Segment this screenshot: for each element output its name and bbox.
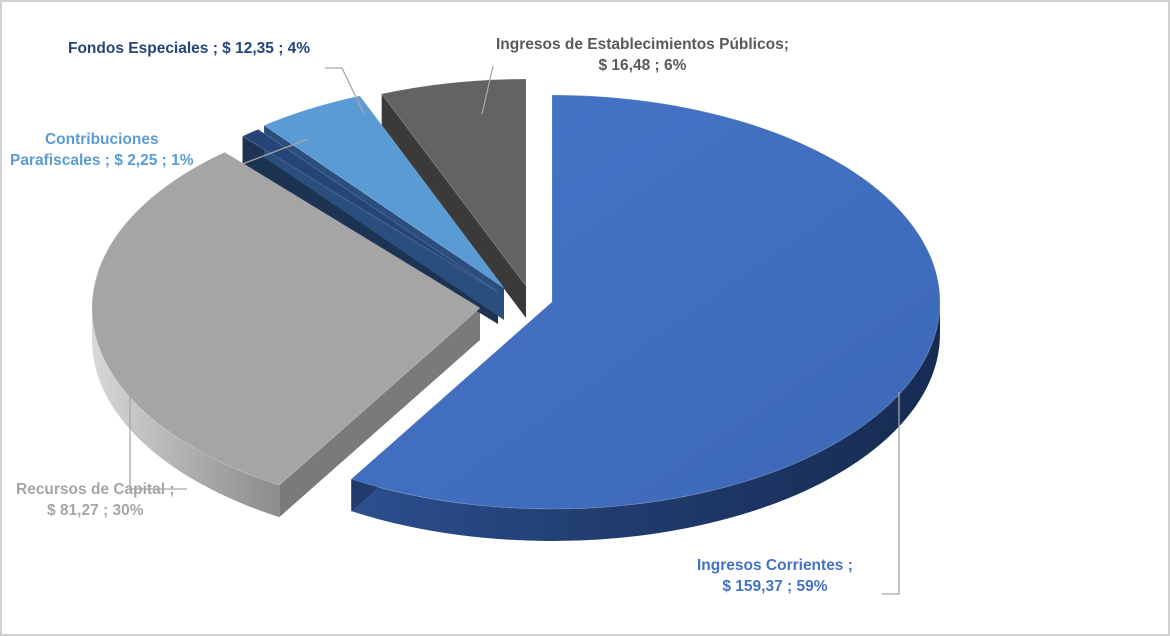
slice-side-0	[351, 302, 940, 542]
label-recursos-line2: $ 81,27 ; 30%	[46, 502, 144, 519]
label-establecimientos: Ingresos de Establecimientos Públicos; $…	[496, 34, 789, 76]
label-contribuciones-line2: Parafiscales ; $ 2,25 ; 1%	[10, 152, 194, 169]
slice-recursos-de-capital	[91, 151, 481, 486]
leader-line-3	[325, 67, 365, 115]
label-establecimientos-line2: $ 16,48 ; 6%	[598, 57, 687, 74]
slice-ingresos-corrientes	[350, 94, 941, 510]
slice-cut-4-0	[381, 93, 526, 318]
leader-line-1	[129, 294, 187, 490]
slice-ingresos-de-establecimientos-p-blicos	[380, 78, 527, 288]
label-establecimientos-line1: Ingresos de Establecimientos Públicos;	[496, 36, 789, 53]
leader-line-2	[224, 138, 309, 169]
label-fondos-line1: Fondos Especiales ; $ 12,35 ; 4%	[68, 40, 311, 57]
label-recursos-capital: Recursos de Capital ; $ 81,27 ; 30%	[16, 479, 175, 521]
label-contribuciones: Contribuciones Parafiscales ; $ 2,25 ; 1…	[10, 129, 194, 171]
slice-fondos-especiales	[263, 95, 505, 289]
label-ingresos-corrientes: Ingresos Corrientes ; $ 159,37 ; 59%	[697, 555, 853, 597]
leader-line-4	[481, 65, 494, 115]
label-ingresos-line1: Ingresos Corrientes ;	[697, 557, 853, 574]
slice-contribuciones-parafiscales	[241, 128, 499, 293]
slice-cut-3-0	[264, 125, 504, 320]
label-ingresos-line2: $ 159,37 ; 59%	[722, 578, 828, 595]
leader-line-0	[882, 392, 900, 595]
slice-cut-1-0	[279, 308, 480, 518]
label-contribuciones-line1: Contribuciones	[44, 131, 159, 148]
label-fondos-especiales: Fondos Especiales ; $ 12,35 ; 4%	[68, 38, 310, 59]
label-recursos-line1: Recursos de Capital ;	[16, 481, 175, 498]
